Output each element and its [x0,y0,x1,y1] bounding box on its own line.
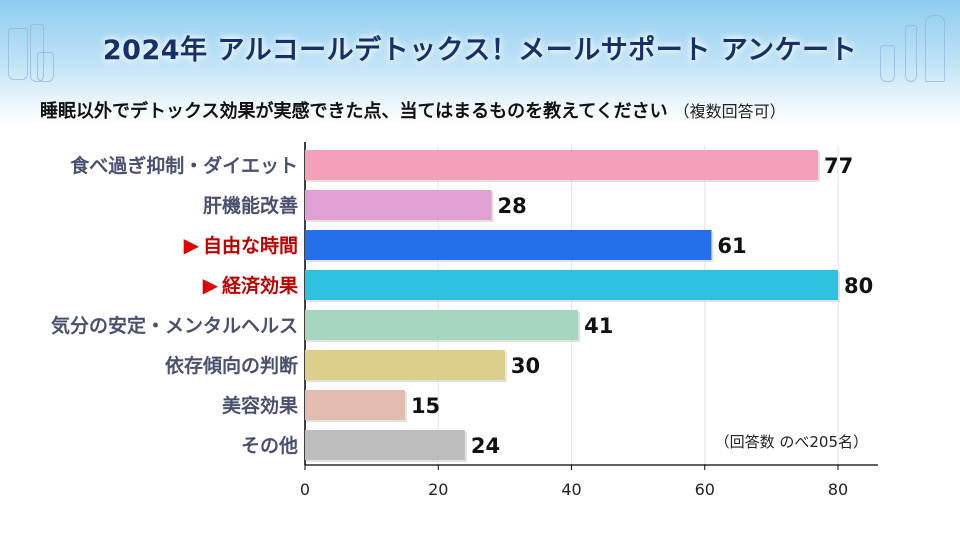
x-tick-label: 40 [561,480,581,499]
data-label: 30 [511,354,540,378]
category-label: 自由な時間 [203,234,298,257]
page-title: 2024年 アルコールデトックス！メールサポート アンケート [102,35,858,66]
x-tick-label: 80 [828,480,848,499]
data-label: 61 [717,234,746,258]
subtitle-text: 睡眠以外でデトックス効果が実感できた点、当てはまるものを教えてください [40,101,668,122]
data-label: 77 [824,154,853,178]
subtitle-note: （複数回答可） [673,102,786,121]
category-label: 気分の安定・メンタルヘルス [51,314,298,337]
beer-mug-icon [8,28,28,80]
category-label: 依存傾向の判断 [165,354,298,377]
tumbler-icon [37,52,54,82]
bar [305,390,405,420]
tumbler-icon [880,45,895,82]
triangle-marker-icon: ▶ [184,233,200,257]
data-label: 15 [411,394,440,418]
data-label: 28 [498,194,527,218]
category-label: その他 [241,434,298,457]
x-tick-label: 60 [695,480,715,499]
bar [305,350,505,380]
bar [305,430,465,460]
triangle-marker-icon: ▶ [203,273,219,297]
x-tick-label: 20 [428,480,448,499]
data-label: 41 [584,314,613,338]
chart-annotation: （回答数 のべ205名） [715,433,868,451]
wine-glass-icon [925,15,945,82]
x-tick-label: 0 [300,480,310,499]
chart-subtitle: 睡眠以外でデトックス効果が実感できた点、当てはまるものを教えてください （複数回答… [40,97,786,123]
champagne-glass-icon [905,25,917,82]
bar [305,150,819,180]
header-banner: 2024年 アルコールデトックス！メールサポート アンケート [0,0,960,125]
data-label: 24 [471,434,500,458]
category-label: 食べ過ぎ抑制・ダイエット [70,154,298,177]
bar [305,190,492,220]
bar [305,230,712,260]
category-label: 肝機能改善 [203,194,298,217]
data-label: 80 [844,274,873,298]
category-label: 美容効果 [222,394,298,417]
bar [305,270,838,300]
bar [305,310,579,340]
glass-icon [30,24,44,82]
category-label: 経済効果 [222,274,298,297]
